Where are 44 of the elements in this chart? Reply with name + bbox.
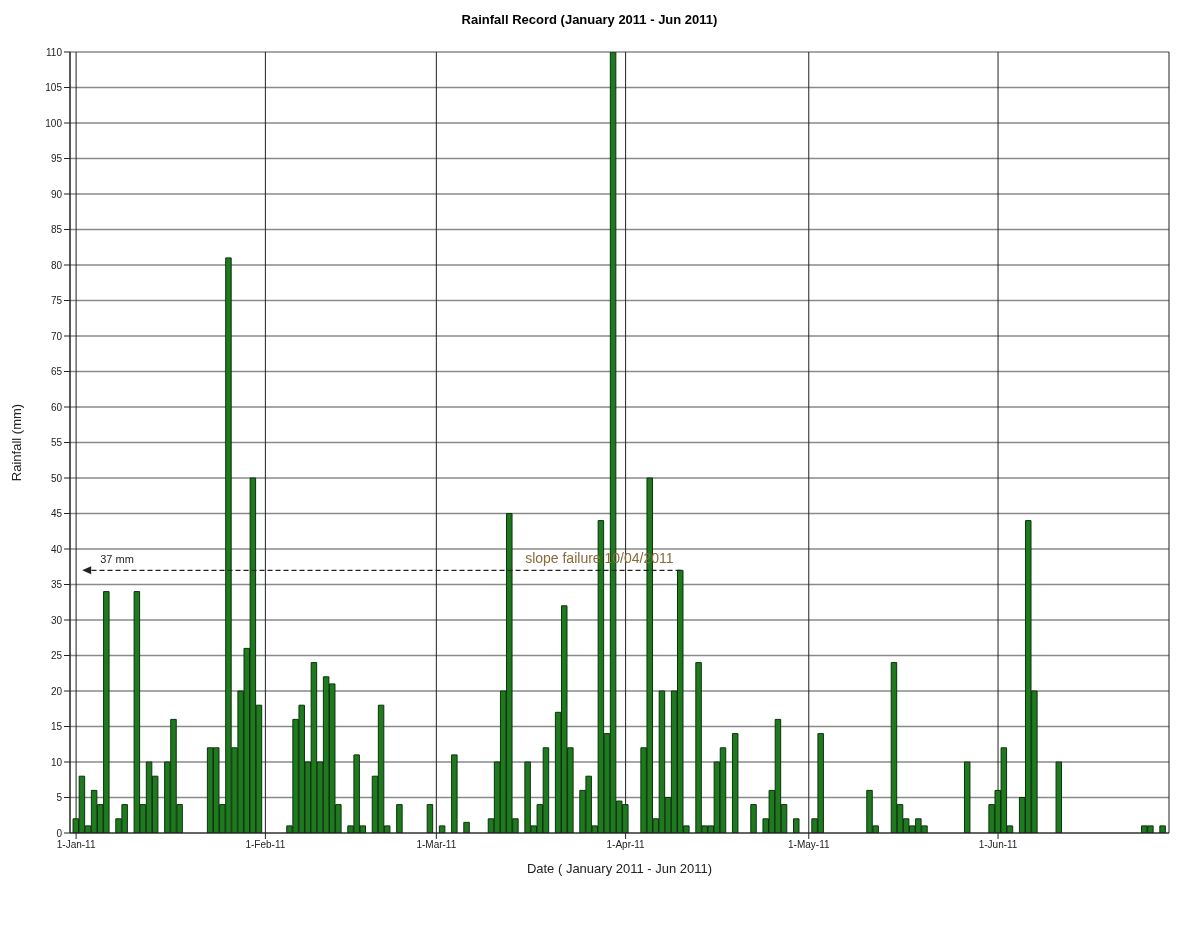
x-tick-label: 1-Jan-11 (56, 839, 96, 851)
bar (1055, 761, 1063, 833)
x-tick-label: 1-May-11 (788, 839, 830, 851)
y-tick-label: 20 (50, 685, 63, 697)
x-tick-label: 1-Apr-11 (606, 839, 646, 851)
y-tick-label: 35 (50, 579, 63, 591)
bar (750, 804, 757, 833)
y-tick-label: 110 (46, 46, 63, 58)
bar (451, 754, 458, 833)
x-tick-label: 1-Feb-11 (245, 839, 286, 851)
bar (793, 818, 800, 833)
y-axis-title: Rainfall (mm) (8, 403, 24, 482)
y-tick-label: 25 (50, 650, 63, 662)
y-tick-label: 30 (50, 614, 63, 626)
y-tick-label: 45 (50, 508, 63, 520)
bar (396, 804, 403, 833)
bar (463, 821, 470, 833)
y-tick-label: 70 (50, 330, 63, 342)
y-tick-label: 0 (56, 827, 63, 839)
bar (438, 825, 446, 833)
chart-title: Rainfall Record (January 2011 - Jun 2011) (460, 12, 719, 27)
y-tick-label: 5 (56, 792, 63, 804)
y-tick-label: 80 (50, 259, 63, 271)
y-tick-label: 40 (50, 543, 63, 555)
y-tick-label: 105 (45, 82, 63, 94)
x-axis-title: Date ( January 2011 - Jun 2011) (526, 861, 713, 876)
y-tick-label: 55 (50, 437, 63, 449)
y-tick-label: 90 (50, 188, 63, 200)
ref-line-label: 37 mm (100, 553, 134, 566)
y-tick-label: 85 (50, 224, 63, 236)
bar (963, 761, 971, 833)
x-tick-label: 1-Mar-11 (416, 839, 457, 851)
y-tick-label: 95 (50, 153, 63, 165)
x-tick-label: 1-Jun-11 (978, 839, 1018, 851)
bar (1159, 825, 1166, 833)
bar (426, 804, 434, 833)
y-tick-label: 60 (50, 401, 63, 413)
y-tick-label: 15 (50, 721, 63, 733)
y-tick-label: 75 (50, 295, 63, 307)
y-tick-label: 100 (45, 117, 63, 129)
y-tick-label: 10 (50, 756, 63, 768)
y-tick-label: 65 (50, 366, 63, 378)
bar (731, 733, 739, 833)
y-tick-label: 50 (50, 472, 63, 484)
